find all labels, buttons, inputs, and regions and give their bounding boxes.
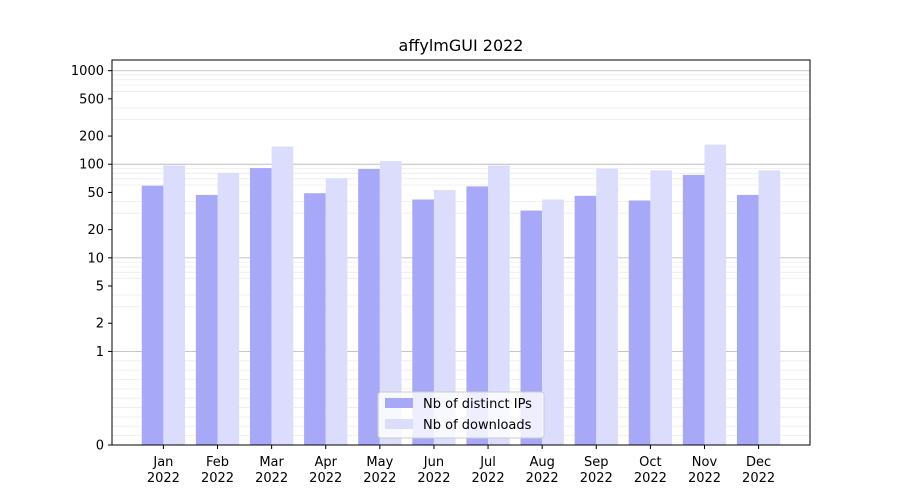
legend-swatch-ips	[385, 398, 413, 408]
x-tick-label-year: 2022	[742, 471, 775, 486]
y-tick-label: 1000	[71, 64, 104, 79]
y-tick-label: 0	[96, 439, 104, 454]
x-tick-label-year: 2022	[201, 471, 234, 486]
x-tick-label-month: Jul	[479, 455, 496, 470]
y-tick-label: 5	[96, 280, 104, 295]
x-tick-label-month: Jun	[423, 455, 444, 470]
bar-downloads	[488, 165, 510, 446]
bar-downloads	[704, 144, 727, 445]
bar-distinct-ips	[358, 168, 380, 445]
plot-frame	[111, 59, 811, 446]
bar-distinct-ips	[195, 194, 218, 445]
bar-downloads	[596, 168, 618, 445]
y-axis: 0 1 2 5 10 20 50 100 200 500 1000	[71, 64, 112, 454]
x-tick-label-year: 2022	[255, 471, 288, 486]
bar-distinct-ips	[141, 185, 164, 446]
legend-swatch-downloads	[385, 419, 413, 429]
x-tick-label-month: Aug	[529, 455, 554, 470]
bar-distinct-ips	[412, 199, 434, 445]
x-tick-label-month: Sep	[584, 455, 609, 470]
y-tick-label: 20	[87, 223, 104, 238]
x-tick-label-year: 2022	[580, 471, 613, 486]
bar-distinct-ips	[628, 200, 651, 445]
bar-distinct-ips	[249, 168, 272, 445]
bar-distinct-ips	[466, 186, 489, 445]
bar-downloads	[650, 170, 673, 445]
x-tick-label-month: Feb	[206, 455, 229, 470]
bar-downloads	[758, 170, 781, 445]
bar-distinct-ips	[682, 174, 705, 445]
y-tick-label: 500	[79, 92, 104, 107]
bar-distinct-ips	[520, 210, 543, 445]
bar-downloads	[325, 178, 348, 445]
bar-downloads	[163, 165, 186, 446]
legend-box	[377, 391, 545, 439]
y-tick-label: 10	[87, 251, 104, 266]
y-tick-label: 100	[79, 158, 104, 173]
x-tick-label-month: Apr	[314, 455, 337, 470]
x-tick-label-year: 2022	[309, 471, 342, 486]
x-tick-label-month: Jan	[152, 455, 173, 470]
x-tick-label-year: 2022	[147, 471, 180, 486]
x-tick-label-year: 2022	[472, 471, 505, 486]
legend-label-downloads: Nb of downloads	[423, 418, 532, 433]
bar-downloads	[271, 146, 294, 446]
x-tick-label-month: Oct	[639, 455, 661, 470]
x-tick-label-month: Nov	[692, 455, 718, 470]
bar-downloads	[433, 190, 456, 445]
x-axis: Jan2022Feb2022Mar2022Apr2022May2022Jun20…	[147, 445, 775, 486]
x-tick-label-year: 2022	[526, 471, 559, 486]
bar-distinct-ips	[736, 194, 759, 445]
x-tick-label-year: 2022	[363, 471, 396, 486]
y-tick-label: 1	[96, 345, 104, 360]
x-tick-label-month: May	[366, 455, 393, 470]
legend-label-ips: Nb of distinct IPs	[423, 397, 532, 412]
bar-downloads	[217, 172, 240, 445]
bar-distinct-ips	[304, 193, 326, 445]
x-tick-label-year: 2022	[688, 471, 721, 486]
x-tick-label-month: Mar	[259, 455, 284, 470]
legend: Nb of distinct IPs Nb of downloads	[377, 391, 545, 439]
bar-distinct-ips	[574, 195, 597, 445]
chart-title: affylmGUI 2022	[399, 36, 524, 55]
y-tick-label: 200	[79, 130, 104, 145]
bar-downloads	[542, 199, 564, 445]
x-tick-label-month: Dec	[746, 455, 771, 470]
bars	[141, 144, 781, 446]
y-tick-label: 2	[96, 317, 104, 332]
x-tick-label-year: 2022	[634, 471, 667, 486]
x-tick-label-year: 2022	[417, 471, 450, 486]
bar-downloads	[379, 161, 402, 445]
y-tick-label: 50	[87, 186, 104, 201]
